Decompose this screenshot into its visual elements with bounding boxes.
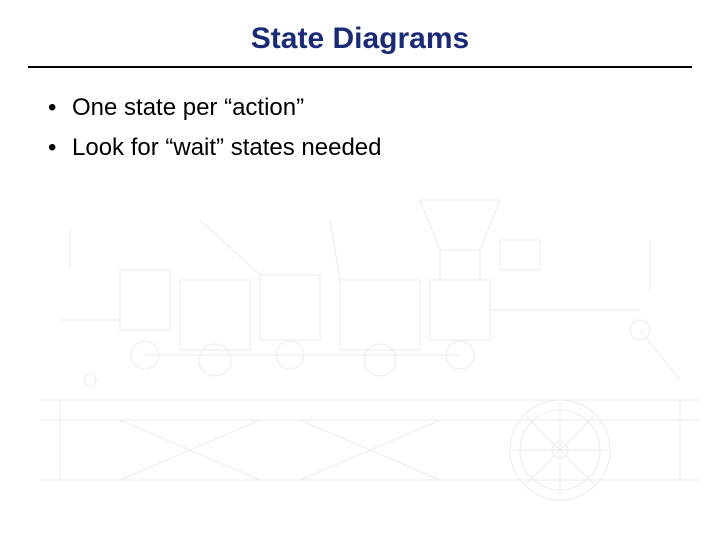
watermark-schematic [0,180,720,540]
list-item: Look for “wait” states needed [48,134,720,162]
bullet-list: One state per “action” Look for “wait” s… [0,68,720,162]
page-title: State Diagrams [0,0,720,66]
list-item: One state per “action” [48,94,720,122]
